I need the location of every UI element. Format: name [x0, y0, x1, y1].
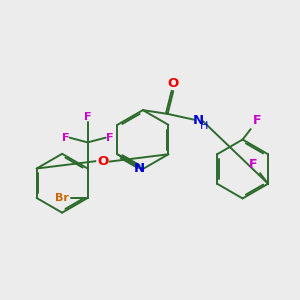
Text: O: O — [97, 155, 108, 168]
Text: O: O — [168, 77, 179, 91]
Text: Br: Br — [55, 193, 68, 203]
Text: F: F — [249, 158, 258, 171]
Text: F: F — [253, 114, 262, 127]
Text: F: F — [84, 112, 92, 122]
Text: N: N — [193, 114, 204, 127]
Text: F: F — [62, 133, 70, 143]
Text: H: H — [200, 121, 208, 131]
Text: N: N — [134, 163, 145, 176]
Text: F: F — [106, 133, 113, 143]
